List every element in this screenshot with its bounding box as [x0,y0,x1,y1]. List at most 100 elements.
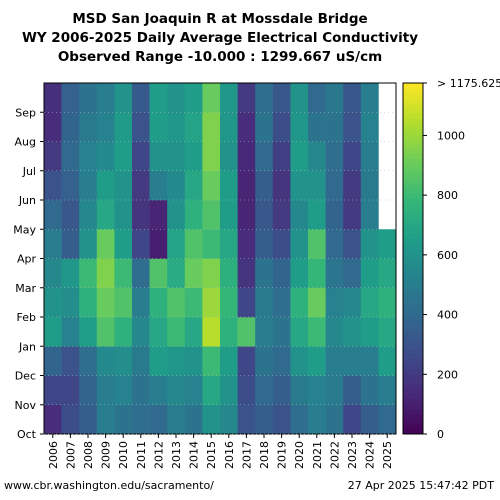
colorbar-segment [403,153,423,159]
heatmap-cell [149,375,168,406]
y-tick-label: Sep [15,106,36,119]
colorbar-segment [403,398,423,405]
heatmap-cell [290,375,309,406]
colorbar-segment [403,198,423,204]
heatmap-cell [255,200,274,230]
heatmap-cell [378,375,397,406]
x-tick-label: 2015 [205,441,218,469]
colorbar-segment [403,338,423,345]
heatmap-cell [237,200,256,230]
heatmap-cell [343,346,362,376]
heatmap-cell [132,170,150,201]
heatmap-cell [308,287,326,318]
colorbar-segment [403,383,423,390]
heatmap-cell [378,258,397,289]
heatmap-cell [96,317,115,347]
heatmap-cell [79,112,98,142]
heatmap-cell [79,346,98,376]
colorbar-frame [402,82,424,435]
colorbar-segment [403,123,423,129]
heatmap-cell [237,83,256,113]
heatmap-cell [378,404,397,435]
heatmap-cell [114,83,133,113]
colorbar-segment [403,373,423,380]
colorbar-segment [403,188,423,194]
colorbar-segment [403,313,423,320]
colorbar-segment [403,218,423,224]
heatmap-cell [132,229,150,259]
heatmap-cell [220,200,238,230]
heatmap-cell [360,112,379,142]
x-tick-label: 2009 [100,441,113,469]
heatmap-cell [167,83,186,113]
colorbar-segment [403,283,423,289]
heatmap-cell [114,170,133,201]
heatmap-cell [343,170,362,201]
heatmap-cell [255,404,274,435]
x-tick-label: 2016 [223,441,236,469]
colorbar-segment [403,258,423,264]
colorbar-tick-label: 800 [437,189,458,202]
heatmap-cell [202,83,221,113]
heatmap-cell [237,141,256,172]
colorbar-segment [403,418,423,425]
heatmap-cell [308,141,326,172]
heatmap-cell [184,200,203,230]
heatmap-cell [61,200,80,230]
heatmap-cell [343,112,362,142]
heatmap-cell [132,258,150,289]
heatmap-cell [360,200,379,230]
heatmap-cell [290,317,309,347]
timestamp: 27 Apr 2025 15:47:42 PDT [347,479,494,492]
heatmap-cell [114,287,133,318]
heatmap-cell [61,404,80,435]
y-tick-label: Apr [17,253,37,266]
colorbar-segment [403,173,423,179]
heatmap-cell [325,200,344,230]
heatmap-cell [167,404,186,435]
heatmap-cell [44,200,62,230]
x-tick-label: 2017 [240,441,253,469]
colorbar-segment [403,288,423,294]
heatmap-cell [272,346,291,376]
colorbar-segment [403,143,423,149]
colorbar-segment [403,158,423,164]
heatmap-cell [237,287,256,318]
colorbar-segment [403,243,423,249]
heatmap-cell [360,141,379,172]
source-url: www.cbr.washington.edu/sacramento/ [4,479,214,492]
heatmap-cell [61,83,80,113]
heatmap-cell [360,404,379,435]
heatmap-cell [61,112,80,142]
heatmap-cell [272,170,291,201]
colorbar-segment [403,248,423,254]
heatmap-cell [378,229,397,259]
heatmap-cell [132,317,150,347]
colorbar-segment [403,128,423,134]
heatmap-cell [343,375,362,406]
heatmap-cell [79,200,98,230]
x-tick-label: 2023 [346,441,359,469]
heatmap-cell [132,404,150,435]
y-tick-label: Feb [17,311,36,324]
heatmap-cell [202,200,221,230]
heatmap-cell [290,141,309,172]
heatmap-cell [220,375,238,406]
heatmap-cell [325,404,344,435]
heatmap-cell [202,404,221,435]
heatmap-cell [255,83,274,113]
colorbar-segment [403,408,423,415]
heatmap-cell [325,170,344,201]
heatmap-cell [272,404,291,435]
heatmap-cell [96,375,115,406]
heatmap-cell [202,170,221,201]
heatmap-cell [149,170,168,201]
colorbar-segment [403,93,423,99]
colorbar-segment [403,368,423,375]
heatmap-cell [132,112,150,142]
colorbar-segment [403,108,423,114]
heatmap-cell [167,112,186,142]
heatmap-cell [360,229,379,259]
heatmap-cell [44,317,62,347]
x-tick-label: 2020 [293,441,306,469]
